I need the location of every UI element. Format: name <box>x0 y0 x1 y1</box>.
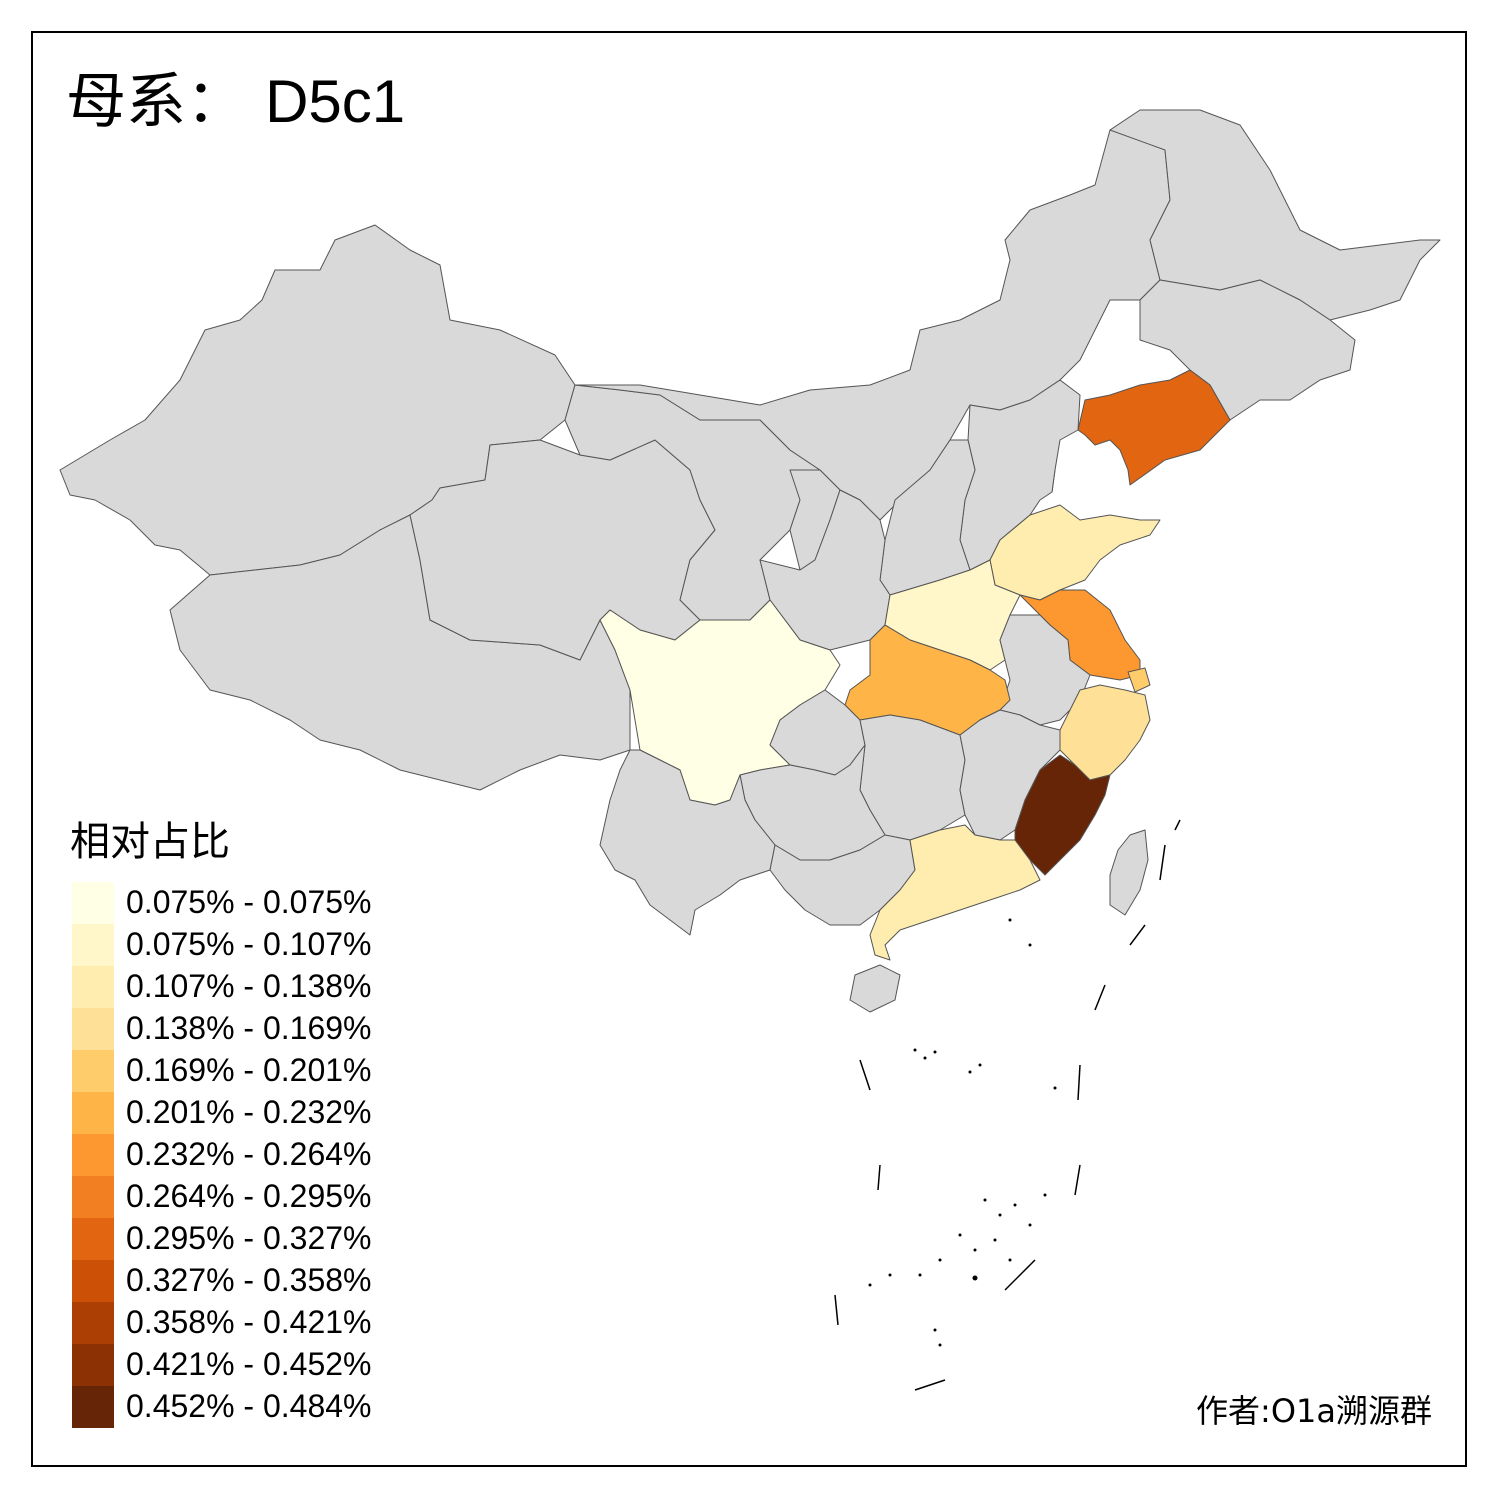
legend-label: 0.358% - 0.421% <box>126 1304 372 1340</box>
title-prefix: 母系： <box>66 67 246 137</box>
region-fujian <box>1014 754 1111 876</box>
legend-item: 0.107% - 0.138% <box>72 966 412 1008</box>
legend-label: 0.075% - 0.107% <box>126 926 372 962</box>
region-shaanxi <box>759 489 891 651</box>
legend-label: 0.421% - 0.452% <box>126 1346 372 1382</box>
legend-item: 0.358% - 0.421% <box>72 1302 412 1344</box>
legend-item: 0.421% - 0.452% <box>72 1344 412 1386</box>
legend: 0.075% - 0.075% 0.075% - 0.107% 0.107% - 0… <box>72 882 412 1428</box>
provinces <box>59 109 1441 1013</box>
legend-swatch <box>72 966 114 1008</box>
region-anhui <box>999 614 1091 726</box>
region-hainan <box>849 964 901 1013</box>
legend-item: 0.201% - 0.232% <box>72 1092 412 1134</box>
legend-label: 0.327% - 0.358% <box>126 1262 372 1298</box>
legend-title: 相对占比 <box>70 819 230 865</box>
region-liaoning <box>1077 369 1231 486</box>
south-sea-boundary <box>834 819 1181 1391</box>
region-jilin <box>1139 279 1356 421</box>
legend-label: 0.075% - 0.075% <box>126 884 372 920</box>
legend-swatch <box>72 1008 114 1050</box>
legend-swatch <box>72 1092 114 1134</box>
map-title: 母系： D5c1 <box>66 72 405 133</box>
legend-label: 0.201% - 0.232% <box>126 1094 372 1130</box>
legend-item: 0.075% - 0.075% <box>72 882 412 924</box>
legend-label: 0.452% - 0.484% <box>126 1388 372 1424</box>
legend-swatch <box>72 1176 114 1218</box>
title-haplogroup: D5c1 <box>265 68 406 135</box>
legend-item: 0.169% - 0.201% <box>72 1050 412 1092</box>
legend-swatch <box>72 1302 114 1344</box>
legend-item: 0.138% - 0.169% <box>72 1008 412 1050</box>
legend-label: 0.232% - 0.264% <box>126 1136 372 1172</box>
legend-swatch <box>72 1050 114 1092</box>
legend-label: 0.295% - 0.327% <box>126 1220 372 1256</box>
legend-swatch <box>72 1344 114 1386</box>
author-credit: 作者:O1a溯源群 <box>1196 1392 1432 1430</box>
legend-swatch <box>72 882 114 924</box>
legend-item: 0.452% - 0.484% <box>72 1386 412 1428</box>
legend-label: 0.264% - 0.295% <box>126 1178 372 1214</box>
legend-label: 0.138% - 0.169% <box>126 1010 372 1046</box>
legend-swatch <box>72 1218 114 1260</box>
legend-label: 0.107% - 0.138% <box>126 968 372 1004</box>
legend-swatch <box>72 1260 114 1302</box>
region-guangdong <box>869 824 1041 961</box>
bohai-sea <box>1080 450 1128 505</box>
legend-item: 0.232% - 0.264% <box>72 1134 412 1176</box>
legend-item: 0.327% - 0.358% <box>72 1260 412 1302</box>
legend-item: 0.264% - 0.295% <box>72 1176 412 1218</box>
legend-swatch <box>72 924 114 966</box>
south-sea-islands <box>868 918 1057 1347</box>
legend-item: 0.075% - 0.107% <box>72 924 412 966</box>
region-heilongjiang <box>1109 109 1441 321</box>
region-yunnan <box>599 749 776 936</box>
legend-item: 0.295% - 0.327% <box>72 1218 412 1260</box>
region-taiwan <box>1109 829 1149 916</box>
legend-swatch <box>72 1386 114 1428</box>
legend-label: 0.169% - 0.201% <box>126 1052 372 1088</box>
region-shanghai <box>1127 667 1151 693</box>
legend-swatch <box>72 1134 114 1176</box>
